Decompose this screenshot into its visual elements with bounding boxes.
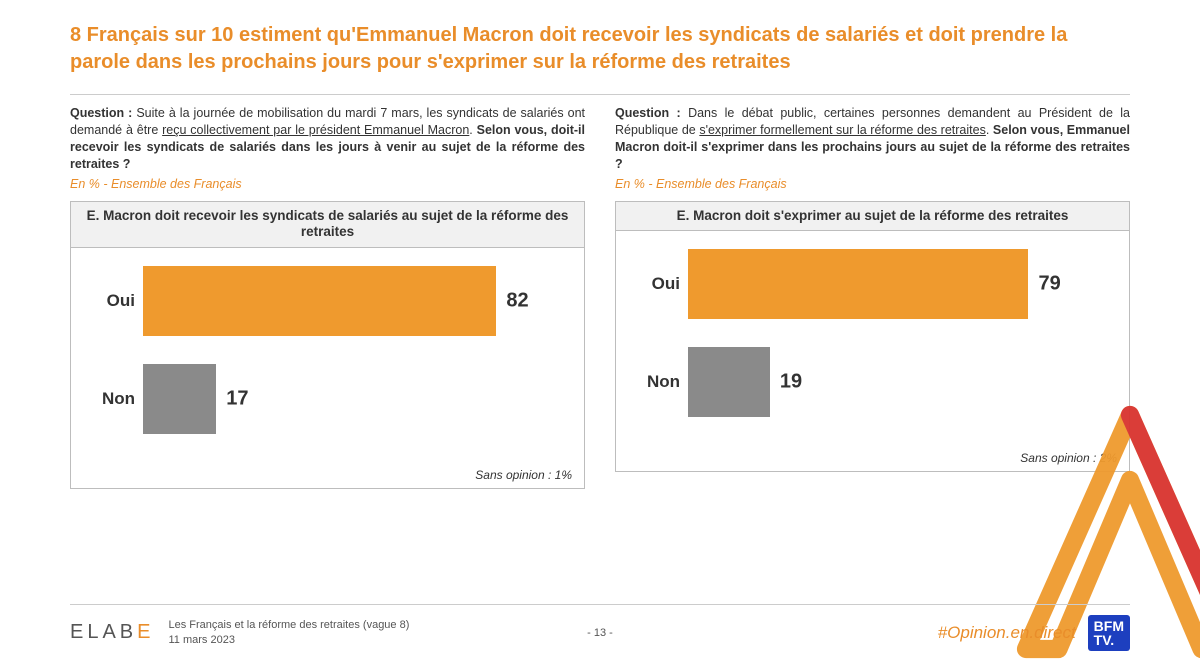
page-number: - 13 - (587, 627, 613, 639)
chart-body-right: Oui 79 Non 19 Sans opinion : 2% (616, 231, 1129, 471)
elabe-logo: ELABE (70, 621, 155, 644)
question-label: Question : (70, 106, 132, 120)
headline: 8 Français sur 10 estiment qu'Emmanuel M… (70, 22, 1130, 76)
bar-track: 79 (688, 249, 1119, 319)
brand-pre: ELAB (70, 621, 137, 643)
hashtag: #Opinion.en.direct (938, 623, 1076, 643)
bar-row-non: Non 19 (626, 347, 1119, 417)
question-underline: reçu collectivement par le président Emm… (162, 123, 469, 137)
panels-container: Question : Suite à la journée de mobilis… (0, 95, 1200, 489)
subtitle-right: En % - Ensemble des Français (615, 177, 1130, 191)
bar-row-non: Non 17 (81, 364, 574, 434)
subtitle-left: En % - Ensemble des Français (70, 177, 585, 191)
footer: ELABE Les Français et la réforme des ret… (70, 604, 1130, 652)
bfm-line1: BFM (1094, 619, 1124, 633)
meta-line2: 11 mars 2023 (169, 633, 410, 647)
bar-oui (688, 249, 1028, 319)
bar-track: 19 (688, 347, 1119, 417)
footer-meta: Les Français et la réforme des retraites… (169, 618, 410, 647)
bar-label: Non (626, 372, 688, 392)
bar-non (688, 347, 770, 417)
bar-non (143, 364, 216, 434)
bar-row-oui: Oui 79 (626, 249, 1119, 319)
bar-oui (143, 266, 496, 336)
question-post: . (986, 123, 993, 137)
question-right: Question : Dans le débat public, certain… (615, 105, 1130, 173)
bfm-logo: BFM TV. (1088, 615, 1130, 651)
chart-title-right: E. Macron doit s'exprimer au sujet de la… (616, 202, 1129, 232)
bar-value: 79 (1038, 273, 1060, 296)
chart-body-left: Oui 82 Non 17 Sans opinion : 1% (71, 248, 584, 488)
question-post: . (469, 123, 476, 137)
no-opinion-left: Sans opinion : 1% (475, 468, 572, 482)
panel-right: Question : Dans le débat public, certain… (615, 105, 1130, 489)
bar-label: Oui (81, 291, 143, 311)
bar-label: Non (81, 389, 143, 409)
bar-label: Oui (626, 274, 688, 294)
question-left: Question : Suite à la journée de mobilis… (70, 105, 585, 173)
no-opinion-right: Sans opinion : 2% (1020, 451, 1117, 465)
bar-row-oui: Oui 82 (81, 266, 574, 336)
chart-card-left: E. Macron doit recevoir les syndicats de… (70, 201, 585, 490)
bar-track: 17 (143, 364, 574, 434)
bar-value: 82 (506, 290, 528, 313)
brand-accent: E (137, 621, 154, 643)
bfm-line2: TV. (1094, 633, 1115, 647)
bar-track: 82 (143, 266, 574, 336)
bar-value: 17 (226, 388, 248, 411)
chart-card-right: E. Macron doit s'exprimer au sujet de la… (615, 201, 1130, 473)
chart-title-left: E. Macron doit recevoir les syndicats de… (71, 202, 584, 249)
meta-line1: Les Français et la réforme des retraites… (169, 618, 410, 632)
panel-left: Question : Suite à la journée de mobilis… (70, 105, 585, 489)
question-label: Question : (615, 106, 681, 120)
question-underline: s'exprimer formellement sur la réforme d… (699, 123, 986, 137)
bar-value: 19 (780, 371, 802, 394)
